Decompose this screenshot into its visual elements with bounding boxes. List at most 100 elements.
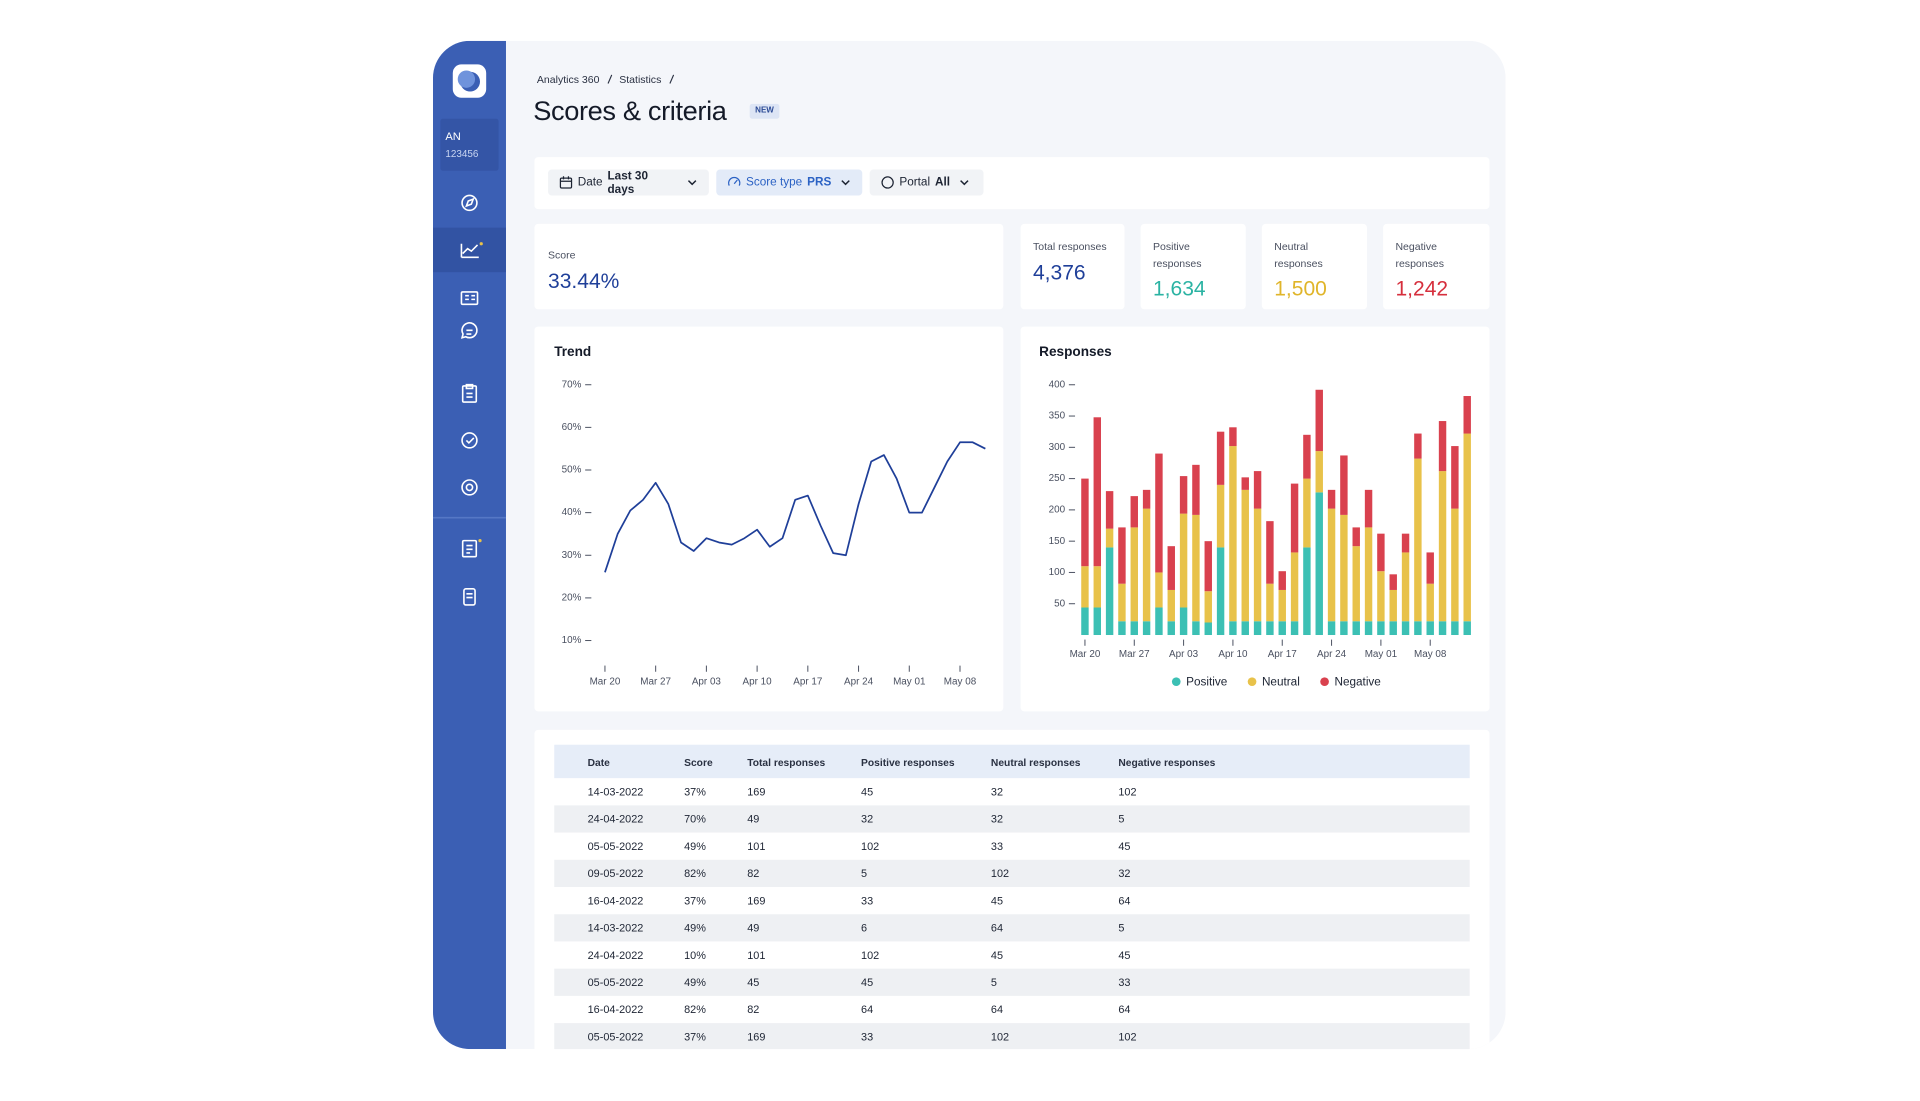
legend-marker — [1171, 677, 1181, 686]
table-cell: 49 — [747, 921, 760, 935]
filter-button[interactable]: Date Last 30 days — [548, 169, 709, 196]
x-tick-label: Mar 20 — [1070, 649, 1101, 660]
table-cell: 5 — [1118, 812, 1125, 826]
bar-segment — [1463, 433, 1471, 622]
bar-segment — [1253, 621, 1262, 636]
bar-segment — [1179, 513, 1188, 608]
nav-messages[interactable] — [460, 322, 478, 339]
bar-segment — [1463, 396, 1471, 434]
table-cell: 101 — [747, 839, 766, 853]
bar-segment — [1155, 572, 1163, 608]
table-cell: 49 — [747, 812, 760, 826]
table-card — [534, 729, 1490, 1050]
x-tick-label: Apr 10 — [743, 676, 773, 687]
table-cell: 05-05-2022 — [587, 839, 644, 853]
nav-tasks[interactable] — [461, 383, 478, 403]
table-cell: 102 — [1118, 1030, 1137, 1043]
bar-segment — [1118, 527, 1126, 584]
bar-segment — [1315, 451, 1323, 493]
bar-segment — [1303, 434, 1311, 479]
bar-segment — [1142, 489, 1151, 509]
table-cell: 102 — [1118, 785, 1137, 798]
table-cell: 24-04-2022 — [587, 812, 644, 826]
chevron — [960, 180, 969, 186]
table-cell: 70% — [684, 812, 706, 826]
y-tick-label: 300 — [1049, 442, 1066, 453]
bar-segment — [1451, 446, 1459, 509]
kpi-label: Neutral responses — [1274, 239, 1323, 270]
bar-segment — [1414, 458, 1422, 622]
bar-segment — [1451, 621, 1459, 636]
table-cell: 5 — [990, 976, 997, 989]
bar-segment — [1389, 574, 1397, 590]
trend-line — [604, 441, 986, 573]
filter-button[interactable]: Score type PRS — [716, 169, 863, 196]
x-tick-label: Apr 17 — [793, 676, 822, 687]
table-cell: 45 — [1118, 839, 1131, 853]
kpi-card: Neutral responses 1,500 — [1261, 223, 1368, 310]
nav-explore[interactable] — [461, 194, 478, 212]
table-cell: 09-05-2022 — [587, 867, 644, 880]
breadcrumb-item[interactable]: Statistics — [619, 72, 662, 86]
page-title: Scores & criteria — [533, 95, 727, 127]
kpi-value: 1,634 — [1152, 277, 1206, 301]
legend-label: Negative — [1334, 675, 1381, 688]
bar-segment — [1204, 591, 1212, 623]
filter-icon — [881, 176, 894, 189]
account-number: 123456 — [445, 148, 479, 160]
bar-segment — [1340, 514, 1348, 622]
x-tick-label: May 08 — [944, 676, 977, 687]
bar-segment — [1426, 621, 1434, 636]
bar-segment — [1192, 464, 1200, 515]
nav-settings[interactable] — [461, 479, 478, 496]
table-cell: 169 — [747, 894, 766, 907]
y-tick-label: 250 — [1049, 473, 1066, 484]
table-cell: 32 — [861, 812, 874, 826]
table-cell: 64 — [990, 921, 1004, 935]
nav-contacts[interactable] — [460, 291, 479, 306]
bar-segment — [1216, 431, 1225, 485]
table-row-stripe — [554, 1023, 1470, 1050]
table-header-cell: Neutral responses — [990, 755, 1081, 769]
filter-button[interactable]: Portal All — [869, 169, 984, 196]
table-cell: 45 — [747, 976, 760, 989]
table-header-cell: Date — [587, 755, 610, 769]
kpi-label: Negative responses — [1395, 239, 1444, 270]
table-cell: 49% — [684, 921, 706, 935]
nav-reports[interactable] — [461, 539, 482, 558]
breadcrumb-item[interactable]: Analytics 360 — [536, 72, 600, 86]
legend-label: Neutral — [1262, 675, 1300, 688]
bar-segment — [1463, 621, 1471, 636]
table-cell: 64 — [861, 1003, 874, 1016]
bar-segment — [1241, 621, 1249, 636]
badge: NEW — [749, 103, 780, 119]
bar-segment — [1401, 621, 1410, 636]
bar-segment — [1241, 477, 1249, 490]
bar-segment — [1377, 533, 1385, 572]
table-header-cell: Positive responses — [861, 755, 955, 769]
bar-segment — [1229, 446, 1237, 622]
table-header — [554, 744, 1470, 779]
bar-segment — [1204, 541, 1212, 592]
kpi-label: Positive responses — [1152, 239, 1202, 270]
bar-segment — [1401, 552, 1410, 622]
nav-goals[interactable] — [461, 432, 478, 449]
table-cell: 101 — [747, 948, 766, 962]
y-tick-label: 10% — [562, 635, 582, 646]
bar-segment — [1167, 546, 1175, 590]
x-tick-label: May 01 — [893, 676, 926, 687]
account-box[interactable] — [440, 118, 499, 171]
nav-docs[interactable] — [463, 588, 476, 606]
bar-segment — [1253, 471, 1262, 509]
legend-marker — [1320, 677, 1329, 686]
bar-segment — [1426, 552, 1434, 584]
bar-segment — [1216, 484, 1225, 548]
nav-analytics[interactable] — [460, 242, 483, 259]
x-tick-label: May 08 — [1414, 649, 1447, 660]
table-cell: 169 — [747, 1030, 766, 1043]
kpi-card: Negative responses 1,242 — [1383, 223, 1490, 310]
bar-segment — [1414, 621, 1422, 636]
table-cell: 169 — [747, 785, 766, 798]
